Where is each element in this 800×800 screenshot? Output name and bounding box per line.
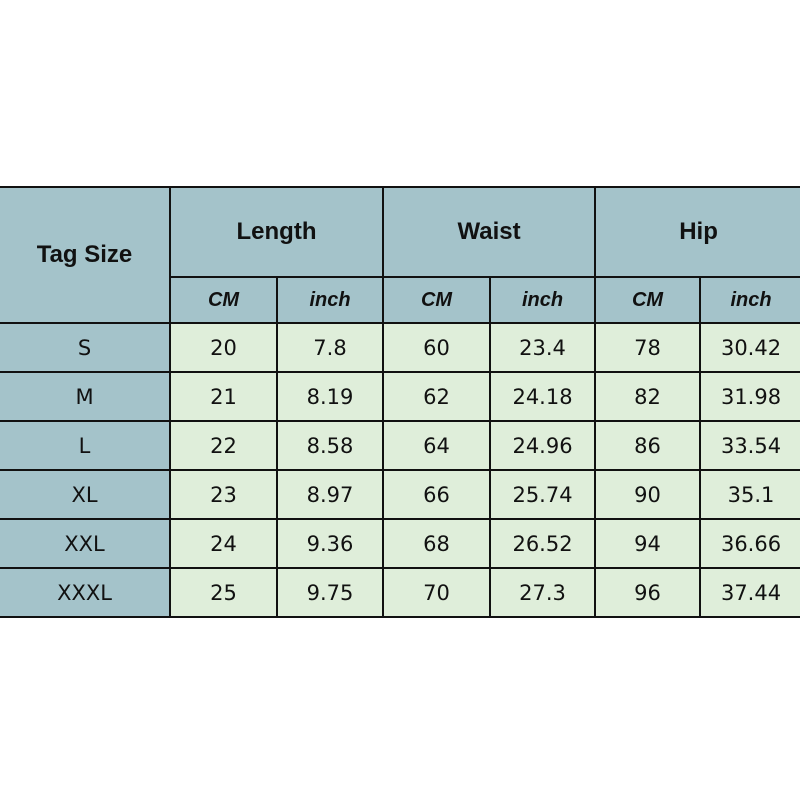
length-inch-cell: 9.75 xyxy=(275,567,385,618)
waist-inch-cell: 23.4 xyxy=(489,322,597,373)
size-chart-table: Tag Size Length Waist Hip CM inch CM inc… xyxy=(0,186,800,618)
waist-inch-header: inch xyxy=(489,276,597,324)
table-row: L 22 8.58 64 24.96 86 33.54 xyxy=(0,420,800,471)
hip-cm-cell: 90 xyxy=(594,469,702,520)
waist-inch-cell: 24.18 xyxy=(489,371,597,422)
size-cell: S xyxy=(0,322,171,373)
tag-size-header: Tag Size xyxy=(0,186,171,324)
hip-inch-cell: 31.98 xyxy=(699,371,800,422)
hip-cm-cell: 94 xyxy=(594,518,702,569)
hip-cm-cell: 82 xyxy=(594,371,702,422)
length-inch-cell: 8.19 xyxy=(275,371,385,422)
table-row: S 20 7.8 60 23.4 78 30.42 xyxy=(0,322,800,373)
waist-cm-cell: 64 xyxy=(382,420,492,471)
length-cm-cell: 25 xyxy=(169,567,278,618)
header-row: Tag Size Length Waist Hip xyxy=(0,186,800,324)
hip-inch-cell: 37.44 xyxy=(699,567,800,618)
waist-cm-cell: 68 xyxy=(382,518,492,569)
length-cm-header: CM xyxy=(170,276,278,324)
hip-cm-cell: 96 xyxy=(594,567,702,618)
waist-inch-cell: 26.52 xyxy=(489,518,597,569)
hip-cm-cell: 78 xyxy=(594,322,702,373)
table-row: M 21 8.19 62 24.18 82 31.98 xyxy=(0,371,800,422)
length-cm-cell: 21 xyxy=(169,371,278,422)
waist-inch-cell: 27.3 xyxy=(489,567,597,618)
table-row: XXL 24 9.36 68 26.52 94 36.66 xyxy=(0,518,800,569)
length-inch-cell: 9.36 xyxy=(275,518,385,569)
hip-inch-cell: 33.54 xyxy=(699,420,800,471)
table-row: XXXL 25 9.75 70 27.3 96 37.44 xyxy=(0,567,800,618)
waist-inch-cell: 25.74 xyxy=(489,469,597,520)
length-cm-cell: 24 xyxy=(169,518,278,569)
hip-inch-header: inch xyxy=(699,276,800,324)
waist-cm-cell: 70 xyxy=(382,567,492,618)
table-row: XL 23 8.97 66 25.74 90 35.1 xyxy=(0,469,800,520)
waist-cm-cell: 60 xyxy=(382,322,492,373)
waist-inch-cell: 24.96 xyxy=(489,420,597,471)
waist-cm-cell: 62 xyxy=(382,371,492,422)
hip-inch-cell: 36.66 xyxy=(699,518,800,569)
size-cell: XL xyxy=(0,469,171,520)
hip-inch-cell: 30.42 xyxy=(699,322,800,373)
size-cell: XXXL xyxy=(0,567,171,618)
size-cell: XXL xyxy=(0,518,171,569)
size-cell: L xyxy=(0,420,171,471)
hip-cm-cell: 86 xyxy=(594,420,702,471)
hip-inch-cell: 35.1 xyxy=(699,469,800,520)
unit-header-row: CM inch CM inch CM inch xyxy=(0,276,800,324)
waist-cm-header: CM xyxy=(382,276,492,324)
hip-header: Hip xyxy=(594,186,800,278)
length-cm-cell: 20 xyxy=(169,322,278,373)
length-header: Length xyxy=(168,186,385,278)
size-cell: M xyxy=(0,371,171,422)
waist-cm-cell: 66 xyxy=(382,469,492,520)
length-cm-cell: 22 xyxy=(169,420,278,471)
length-inch-cell: 8.58 xyxy=(275,420,385,471)
hip-cm-header: CM xyxy=(594,276,702,324)
waist-header: Waist xyxy=(382,186,597,278)
length-cm-cell: 23 xyxy=(169,469,278,520)
length-inch-cell: 8.97 xyxy=(275,469,385,520)
length-inch-header: inch xyxy=(275,276,385,324)
length-inch-cell: 7.8 xyxy=(275,322,385,373)
